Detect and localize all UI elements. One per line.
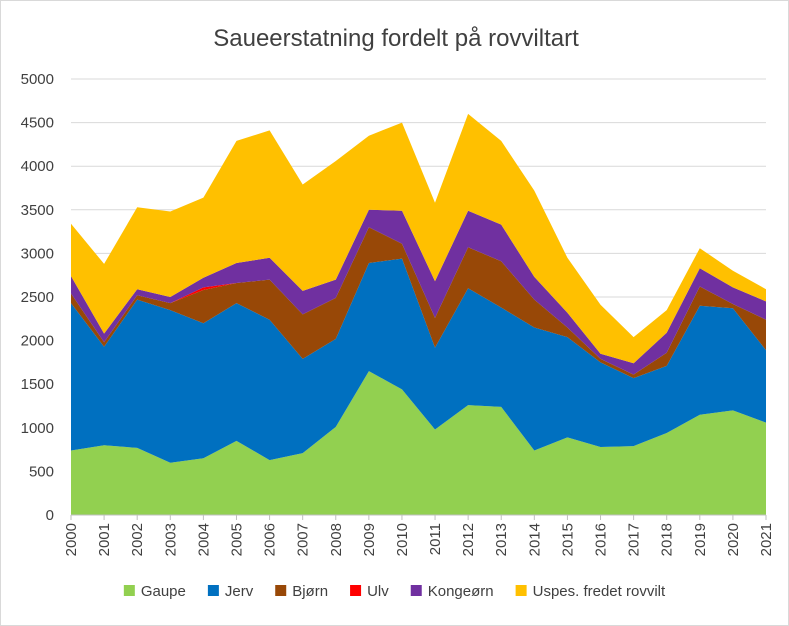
legend-item: Ulv [350,583,389,600]
area-series-jerv [71,258,766,463]
y-tick-label: 3500 [21,202,54,219]
y-tick-label: 0 [46,507,54,524]
legend-label: Jerv [225,583,254,600]
legend: Gaupe Jerv Bjørn Ulv Kongeørn Uspes. fredet r… [123,583,666,600]
legend-item: Uspes. fredet rovvilt [515,583,666,600]
chart-title: Saueerstatning fordelt på rovviltart [213,25,579,52]
x-tick-label: 2000 [63,523,80,556]
area-series-bjørn [71,227,766,379]
x-tick-label: 2020 [725,523,742,556]
x-tick-label: 2001 [96,523,113,556]
legend-swatch [410,585,422,596]
legend-swatch [350,585,362,596]
legend-label: Ulv [367,583,389,600]
x-tick-label: 2021 [758,523,775,556]
x-tick-label: 2002 [129,523,146,556]
y-tick-label: 2500 [21,289,54,306]
x-tick-label: 2004 [195,523,212,556]
x-tick-label: 2017 [626,523,643,556]
legend-label: Bjørn [292,583,328,600]
legend-label: Uspes. fredet rovvilt [533,583,666,600]
axis-layer: 0 500 1000 1500 2000 2500 3000 3500 4000 4500 5000… [21,71,775,556]
x-tick-label: 2015 [559,523,576,556]
y-tick-label: 4500 [21,115,54,132]
x-tick-label: 2016 [593,523,610,556]
y-tick-label: 4000 [21,158,54,175]
x-tick-label: 2009 [361,523,378,556]
x-tick-label: 2010 [394,523,411,556]
legend-label: Kongeørn [428,583,494,600]
x-tick-label: 2007 [295,523,312,556]
x-tick-label: 2003 [162,523,179,556]
y-tick-label: 5000 [21,71,54,88]
x-tick-label: 2008 [328,523,345,556]
area-series-uspes-fredet-rovvilt [71,113,766,364]
y-tick-label: 2000 [21,333,54,350]
x-tick-label: 2019 [692,523,709,556]
legend-item: Kongeørn [410,583,494,600]
legend-item: Gaupe [123,583,186,600]
legend-item: Bjørn [275,583,328,600]
legend-swatch [515,585,527,596]
x-tick-label: 2011 [427,523,444,555]
x-tick-label: 2018 [659,523,676,556]
x-tick-label: 2006 [262,523,279,556]
y-tick-label: 1500 [21,376,54,393]
legend-swatch [123,585,135,596]
x-tick-label: 2013 [493,523,510,556]
legend-item: Jerv [207,583,254,600]
legend-label: Gaupe [141,583,186,600]
legend-swatch [275,585,287,596]
area-layer [71,113,766,515]
x-tick-label: 2012 [460,523,477,556]
y-tick-label: 3000 [21,245,54,262]
x-tick-label: 2005 [228,523,245,556]
legend-swatch [207,585,219,596]
x-tick-label: 2014 [526,523,543,556]
area-series-gaupe [71,371,766,515]
y-tick-label: 1000 [21,420,54,437]
y-tick-label: 500 [29,463,54,480]
